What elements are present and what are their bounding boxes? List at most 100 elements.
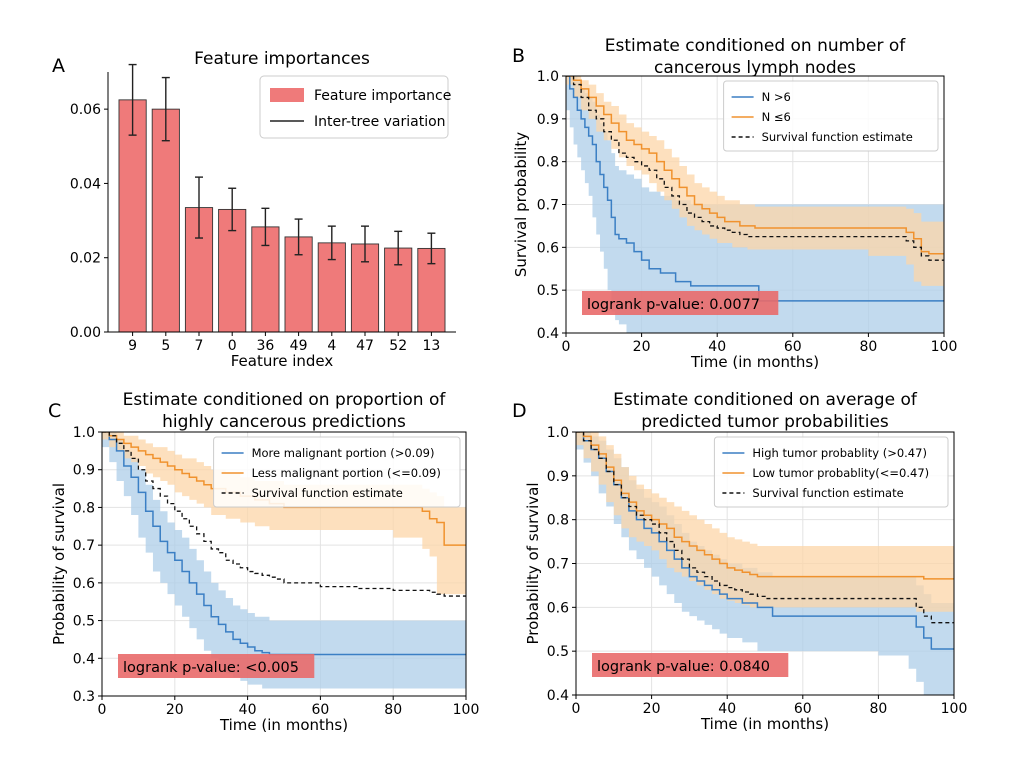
legend-swatch: [270, 88, 304, 102]
panel-d: 0 20 40 60 80 100 0.4 0.5 0.6 0.7 0.8 0.9 1.0 Estimat…: [512, 390, 967, 733]
panel-letter: D: [512, 400, 527, 422]
chart-title: highly cancerous predictions: [162, 412, 406, 432]
annotation-text: logrank p-value: 0.0840: [597, 659, 770, 675]
legend-label: N >6: [762, 90, 791, 104]
y-tick-label: 0.5: [537, 283, 559, 299]
x-tick-label: 80: [859, 339, 877, 355]
legend-box: [259, 75, 449, 139]
confidence-band-0: [576, 432, 954, 695]
x-tick-label: 36: [256, 338, 274, 354]
y-axis-label: Probability of survival: [524, 482, 542, 644]
survival-curve-1: [566, 76, 944, 255]
annotation-box: [582, 291, 779, 315]
y-tick-label: 0.7: [73, 538, 95, 554]
x-tick-label: 5: [161, 338, 170, 354]
x-tick-label: 52: [389, 338, 407, 354]
annotation-text: logrank p-value: 0.0077: [587, 297, 760, 313]
x-tick-label: 4: [327, 338, 336, 354]
y-tick-label: 0.8: [537, 155, 559, 171]
x-tick-label: 100: [931, 339, 958, 355]
confidence-band-1: [566, 76, 944, 286]
y-tick-label: 0.9: [73, 463, 95, 479]
y-tick-label: 0.00: [70, 325, 101, 341]
x-tick-label: 60: [794, 701, 812, 717]
chart-title: Estimate conditioned on average of: [613, 390, 918, 410]
legend-label: Less malignant portion (<=0.09): [252, 466, 441, 480]
plot-area: [576, 432, 954, 695]
legend-label: Survival function estimate: [762, 130, 913, 144]
y-tick-label: 0.4: [547, 688, 569, 704]
y-tick-label: 0.04: [70, 176, 101, 192]
plot-frame: [101, 431, 467, 697]
x-tick-label: 20: [166, 702, 184, 718]
y-tick-label: 0.5: [547, 644, 569, 660]
survival-curve-0: [566, 76, 944, 302]
legend-label: Low tumor probablity(<=0.47): [752, 466, 929, 480]
x-tick-label: 7: [195, 338, 204, 354]
x-tick-label: 40: [708, 339, 726, 355]
confidence-band-0: [102, 432, 466, 689]
x-tick-label: 13: [422, 338, 440, 354]
legend-label: High tumor probablity (>0.47): [752, 446, 927, 460]
x-tick-label: 0: [98, 702, 107, 718]
annotation-box: [118, 654, 315, 678]
panel-a: 9 5 7 0 36 49 4 47 52 13 0.00 0.02 0.04 0.06 Feature i…: [52, 49, 456, 370]
legend-box: [723, 80, 939, 152]
survival-curve-0: [102, 432, 466, 656]
chart-title: predicted tumor probabilities: [641, 412, 889, 432]
y-tick-label: 0.02: [70, 251, 101, 267]
legend-label: Survival function estimate: [252, 486, 403, 500]
y-tick-label: 1.0: [547, 425, 569, 441]
y-tick-label: 0.8: [547, 513, 569, 529]
y-tick-label: 0.7: [537, 198, 559, 214]
bar-9: [118, 99, 147, 333]
y-tick-label: 0.8: [73, 500, 95, 516]
chart-title: cancerous lymph nodes: [654, 58, 856, 78]
y-tick-label: 0.6: [73, 576, 95, 592]
x-axis-label: Feature index: [231, 352, 334, 370]
legend-box: [713, 436, 949, 508]
x-axis-label: Time (in months): [690, 353, 819, 371]
x-tick-label: 60: [784, 339, 802, 355]
y-tick-label: 0.5: [73, 614, 95, 630]
y-tick-label: 0.3: [73, 689, 95, 705]
x-tick-label: 60: [311, 702, 329, 718]
y-tick-label: 0.06: [70, 102, 101, 118]
x-tick-label: 47: [356, 338, 374, 354]
legend-label: Survival function estimate: [752, 486, 903, 500]
logrank-annotation: logrank p-value: 0.0077: [582, 291, 779, 315]
x-tick-label: 20: [643, 701, 661, 717]
chart-title: Feature importances: [194, 49, 370, 69]
x-tick-label: 20: [633, 339, 651, 355]
y-tick-label: 0.4: [73, 651, 95, 667]
x-axis-label: Time (in months): [700, 715, 829, 733]
y-tick-label: 0.9: [537, 112, 559, 128]
y-tick-label: 0.7: [547, 557, 569, 573]
x-tick-label: 100: [453, 702, 480, 718]
annotation-text: logrank p-value: <0.005: [123, 660, 299, 676]
legend-label: More malignant portion (>0.09): [252, 446, 435, 460]
legend-label: Feature importance: [314, 88, 451, 104]
survival-curve-2: [566, 76, 944, 261]
logrank-annotation: logrank p-value: <0.005: [118, 654, 315, 678]
chart-title: Estimate conditioned on proportion of: [123, 390, 447, 410]
y-axis-label: Survival probability: [512, 132, 530, 277]
confidence-band-1: [102, 432, 466, 595]
x-tick-label: 0: [228, 338, 237, 354]
panel-c: 0 20 40 60 80 100 0.3 0.4 0.5 0.6 0.7 0.8 0.9 1.0 Esti…: [48, 390, 479, 734]
x-axis-label: Time (in months): [219, 716, 348, 734]
panel-letter: B: [512, 45, 525, 67]
plot-area: [566, 76, 944, 333]
survival-curve-2: [576, 432, 954, 624]
survival-curve-2: [102, 432, 466, 597]
x-tick-label: 40: [239, 702, 257, 718]
annotation-box: [592, 653, 789, 677]
x-tick-label: 0: [562, 339, 571, 355]
x-tick-label: 100: [941, 701, 968, 717]
legend-label: Inter-tree variation: [314, 114, 446, 130]
y-tick-label: 0.6: [547, 600, 569, 616]
legend-label: N ≤6: [762, 110, 791, 124]
y-axis-label: Probability of survival: [50, 483, 68, 645]
y-tick-label: 0.9: [547, 469, 569, 485]
y-tick-label: 0.6: [537, 240, 559, 256]
